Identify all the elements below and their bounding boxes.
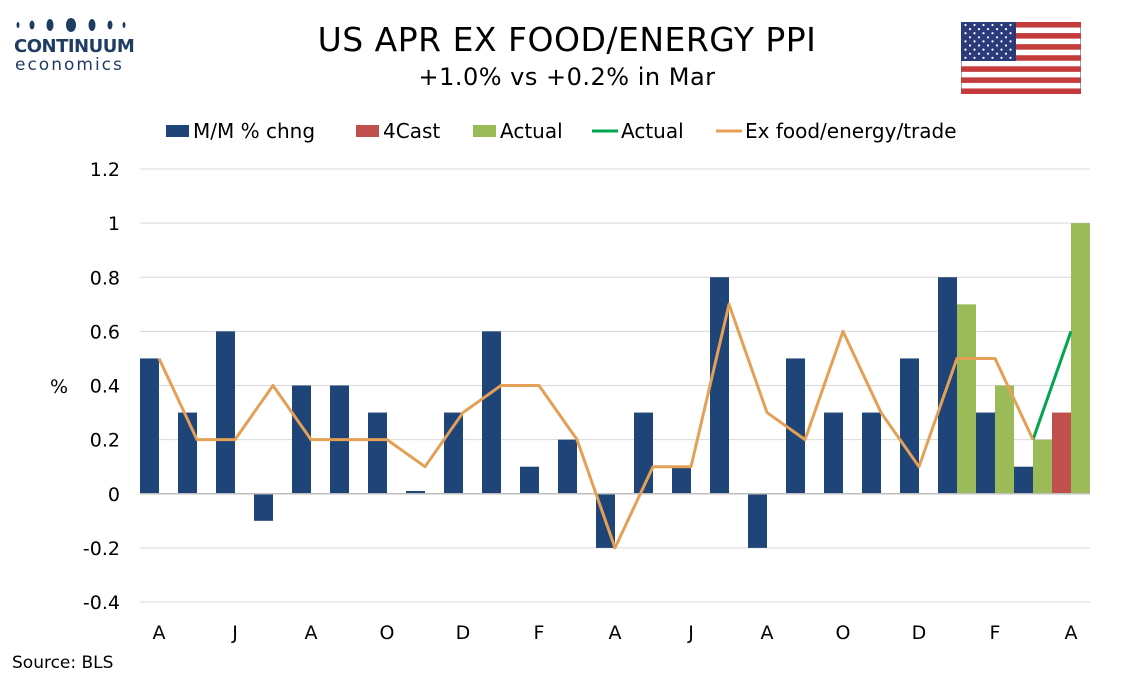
series-line (1031, 330, 1073, 441)
y-axis-label: % (50, 376, 68, 398)
x-tick-label: O (836, 622, 851, 644)
lines (157, 302, 1073, 550)
legend-label: Actual (621, 119, 684, 143)
y-tick-label: -0.2 (83, 538, 120, 560)
bar (1071, 223, 1090, 494)
bar (710, 277, 729, 494)
bar (1052, 412, 1071, 494)
bar (862, 412, 881, 494)
bar (976, 412, 995, 494)
bar (824, 412, 843, 494)
bar (406, 491, 425, 494)
bar (216, 331, 235, 494)
x-tick-label: A (153, 622, 166, 644)
bar (1033, 439, 1052, 494)
bar (520, 466, 539, 494)
bar (292, 385, 311, 494)
bar (634, 412, 653, 494)
y-tick-label: 0 (108, 484, 120, 506)
y-tick-label: 0.4 (90, 376, 120, 398)
y-tick-label: 0.6 (90, 321, 120, 343)
legend-label: 4Cast (383, 119, 440, 143)
bar (995, 385, 1014, 494)
brand-tagline: economics (15, 55, 124, 75)
series-line (157, 302, 1035, 550)
x-tick-label: D (456, 622, 471, 644)
legend-label: M/M % chng (193, 119, 315, 143)
x-tick-label: F (990, 622, 1001, 644)
y-tick-label: 0.2 (90, 430, 120, 452)
x-tick-label: J (687, 622, 694, 644)
bar (558, 439, 577, 494)
legend-label: Actual (500, 119, 563, 143)
legend-key (166, 125, 189, 137)
legend: M/M % chng 4Cast Actual Actual Ex food/energ… (166, 119, 957, 143)
us-flag-icon (961, 22, 1081, 94)
x-tick-label: J (231, 622, 238, 644)
y-tick-label: -0.4 (83, 592, 120, 614)
bar (482, 331, 501, 494)
x-tick-label: D (912, 622, 927, 644)
x-tick-label: O (380, 622, 395, 644)
bar (957, 304, 976, 494)
bar (1014, 466, 1033, 494)
chart-title: US APR EX FOOD/ENERGY PPI (317, 20, 817, 59)
continuum-economics-logo (16, 18, 126, 32)
y-tick-label: 1 (108, 213, 120, 235)
bar (900, 358, 919, 494)
x-tick-label: A (609, 622, 622, 644)
y-tick-label: 0.8 (90, 267, 120, 289)
bar (672, 466, 691, 494)
legend-key (356, 125, 379, 137)
x-tick-label: F (534, 622, 545, 644)
x-tick-label: A (305, 622, 318, 644)
legend-key (473, 125, 496, 137)
brand-name: CONTINUUM (14, 36, 135, 57)
x-tick-label: A (761, 622, 774, 644)
x-tick-label: A (1065, 622, 1078, 644)
y-tick-label: 1.2 (90, 159, 120, 181)
bar (140, 358, 159, 494)
source-note: Source: BLS (12, 653, 114, 673)
legend-label: Ex food/energy/trade (745, 119, 957, 143)
y-axis-ticks: 1.2 1 0.8 0.6 0.4 0.2 0 -0.2 -0.4 (83, 159, 120, 614)
bar (254, 493, 273, 521)
bar (748, 493, 767, 548)
bar (178, 412, 197, 494)
chart-subtitle: +1.0% vs +0.2% in Mar (418, 63, 716, 91)
bar (368, 412, 387, 494)
bar (786, 358, 805, 494)
